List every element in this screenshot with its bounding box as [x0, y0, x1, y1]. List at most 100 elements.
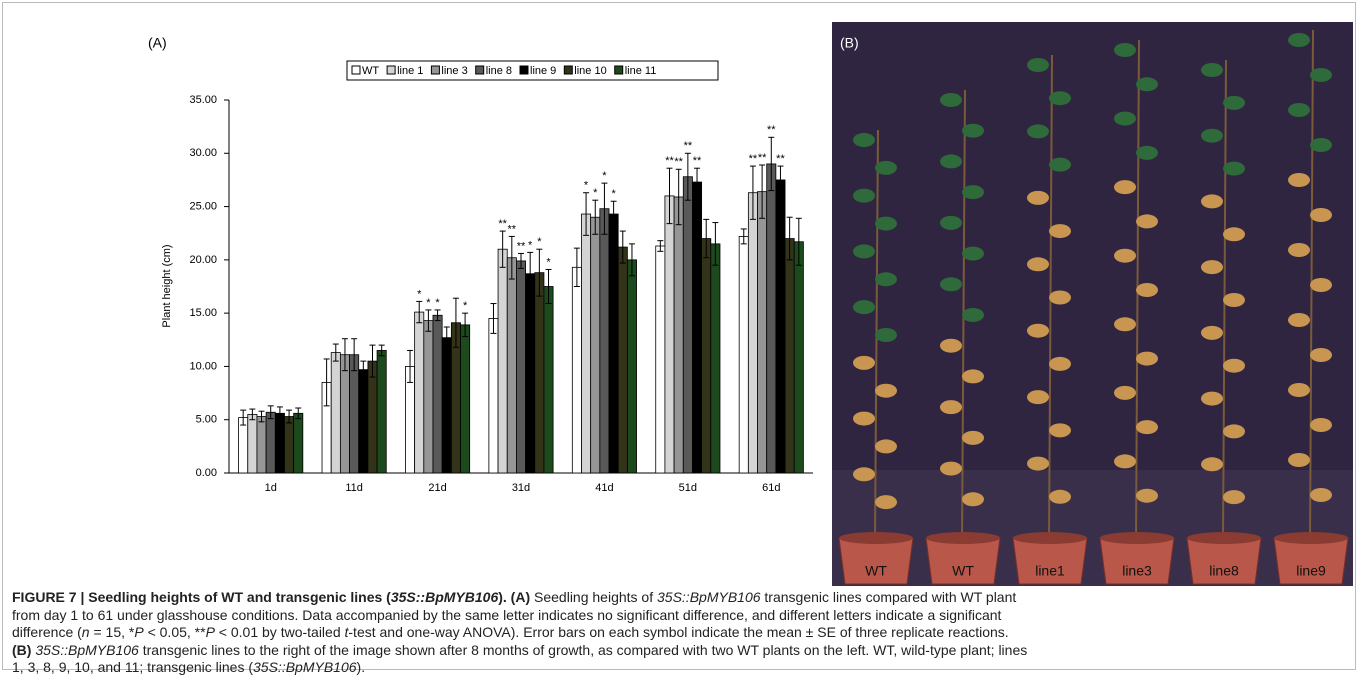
leaf — [875, 272, 897, 286]
leaf — [1288, 173, 1310, 187]
caption: FIGURE 7 | Seedling heights of WT and tr… — [12, 589, 1347, 677]
bar — [275, 413, 284, 473]
caption-line: 1, 3, 8, 9, 10, and 11; transgenic lines… — [12, 659, 1347, 677]
photo — [832, 22, 1353, 586]
significance-label: * — [435, 297, 440, 309]
significance-label: ** — [508, 223, 517, 235]
bar — [758, 192, 767, 473]
legend-swatch — [352, 66, 360, 74]
bar — [692, 182, 701, 473]
significance-label: ** — [767, 124, 776, 136]
caption-text: -test and one-way ANOVA). Error bars on … — [348, 624, 1008, 640]
leaf — [1201, 129, 1223, 143]
caption-line: from day 1 to 61 under glasshouse condit… — [12, 607, 1347, 625]
legend-label: line 8 — [486, 65, 512, 77]
bar — [424, 321, 433, 473]
x-tick-label: 1d — [265, 482, 277, 494]
leaf — [1027, 124, 1049, 138]
chart: (A) Plant height (cm) (B) 0.005.0010.001… — [0, 0, 1360, 590]
leaf — [1049, 158, 1071, 172]
x-tick-label: 21d — [428, 482, 446, 494]
bar — [674, 197, 683, 473]
leaf — [1049, 357, 1071, 371]
bar — [415, 312, 424, 473]
pot-label: WT — [865, 563, 887, 579]
bar — [239, 418, 248, 473]
y-tick-label: 25.00 — [189, 200, 217, 212]
leaf — [1027, 257, 1049, 271]
legend-label: WT — [362, 65, 379, 77]
bar — [359, 370, 368, 473]
legend-label: line 11 — [625, 65, 657, 77]
bar — [489, 318, 498, 473]
pot-rim — [839, 532, 913, 544]
caption-text: = 15, * — [90, 624, 135, 640]
legend-label: line 3 — [441, 65, 467, 77]
bar — [794, 242, 803, 473]
pot-rim — [1013, 532, 1087, 544]
bar — [340, 355, 349, 473]
caption-text: 35S::BpMYB106 — [35, 642, 139, 658]
leaf — [1223, 490, 1245, 504]
leaf — [940, 339, 962, 353]
leaf — [1027, 457, 1049, 471]
caption-line: (B) 35S::BpMYB106 transgenic lines to th… — [12, 642, 1347, 660]
leaf — [1027, 58, 1049, 72]
legend-swatch — [520, 66, 528, 74]
leaf — [940, 400, 962, 414]
legend-label: line 1 — [397, 65, 423, 77]
leaf — [962, 247, 984, 261]
panel-label: (A) — [148, 35, 167, 51]
x-tick-label: 11d — [345, 482, 363, 494]
bar — [581, 214, 590, 473]
bar — [257, 417, 266, 473]
leaf — [1310, 488, 1332, 502]
bar — [284, 417, 293, 473]
bar — [785, 239, 794, 473]
bar — [507, 258, 516, 473]
leaf — [1114, 454, 1136, 468]
x-tick-label: 51d — [679, 482, 697, 494]
leaf — [1049, 224, 1071, 238]
caption-text: ). (A) — [498, 589, 530, 605]
bar — [294, 413, 303, 473]
significance-label: * — [537, 236, 542, 248]
caption-text: difference ( — [12, 624, 82, 640]
significance-label: ** — [665, 155, 674, 167]
bar — [248, 414, 257, 473]
bar — [776, 180, 785, 473]
leaf — [1288, 313, 1310, 327]
pot-label: line9 — [1296, 563, 1326, 579]
bar — [609, 214, 618, 473]
panel-label: (B) — [840, 35, 859, 51]
significance-label: * — [417, 288, 422, 300]
leaf — [1310, 68, 1332, 82]
y-tick-label: 35.00 — [189, 94, 217, 106]
significance-label: ** — [674, 156, 683, 168]
caption-line: FIGURE 7 | Seedling heights of WT and tr… — [12, 589, 1347, 607]
leaf — [1049, 91, 1071, 105]
leaf — [1223, 96, 1245, 110]
bar — [748, 193, 757, 473]
leaf — [1223, 424, 1245, 438]
leaf — [1136, 146, 1158, 160]
leaf — [962, 308, 984, 322]
leaf — [1288, 453, 1310, 467]
leaf — [1136, 420, 1158, 434]
leaf — [1201, 326, 1223, 340]
leaf — [853, 467, 875, 481]
caption-text: P — [206, 624, 215, 640]
significance-label: * — [546, 256, 551, 268]
leaf — [875, 495, 897, 509]
leaf — [853, 133, 875, 147]
leaf — [1049, 423, 1071, 437]
y-tick-label: 20.00 — [189, 254, 217, 266]
leaf — [1310, 418, 1332, 432]
page: (A) Plant height (cm) (B) 0.005.0010.001… — [0, 0, 1360, 673]
leaf — [1288, 243, 1310, 257]
bar — [618, 247, 627, 473]
bar — [683, 177, 692, 473]
leaf — [1310, 208, 1332, 222]
y-tick-label: 0.00 — [196, 467, 217, 479]
bar — [266, 412, 275, 473]
